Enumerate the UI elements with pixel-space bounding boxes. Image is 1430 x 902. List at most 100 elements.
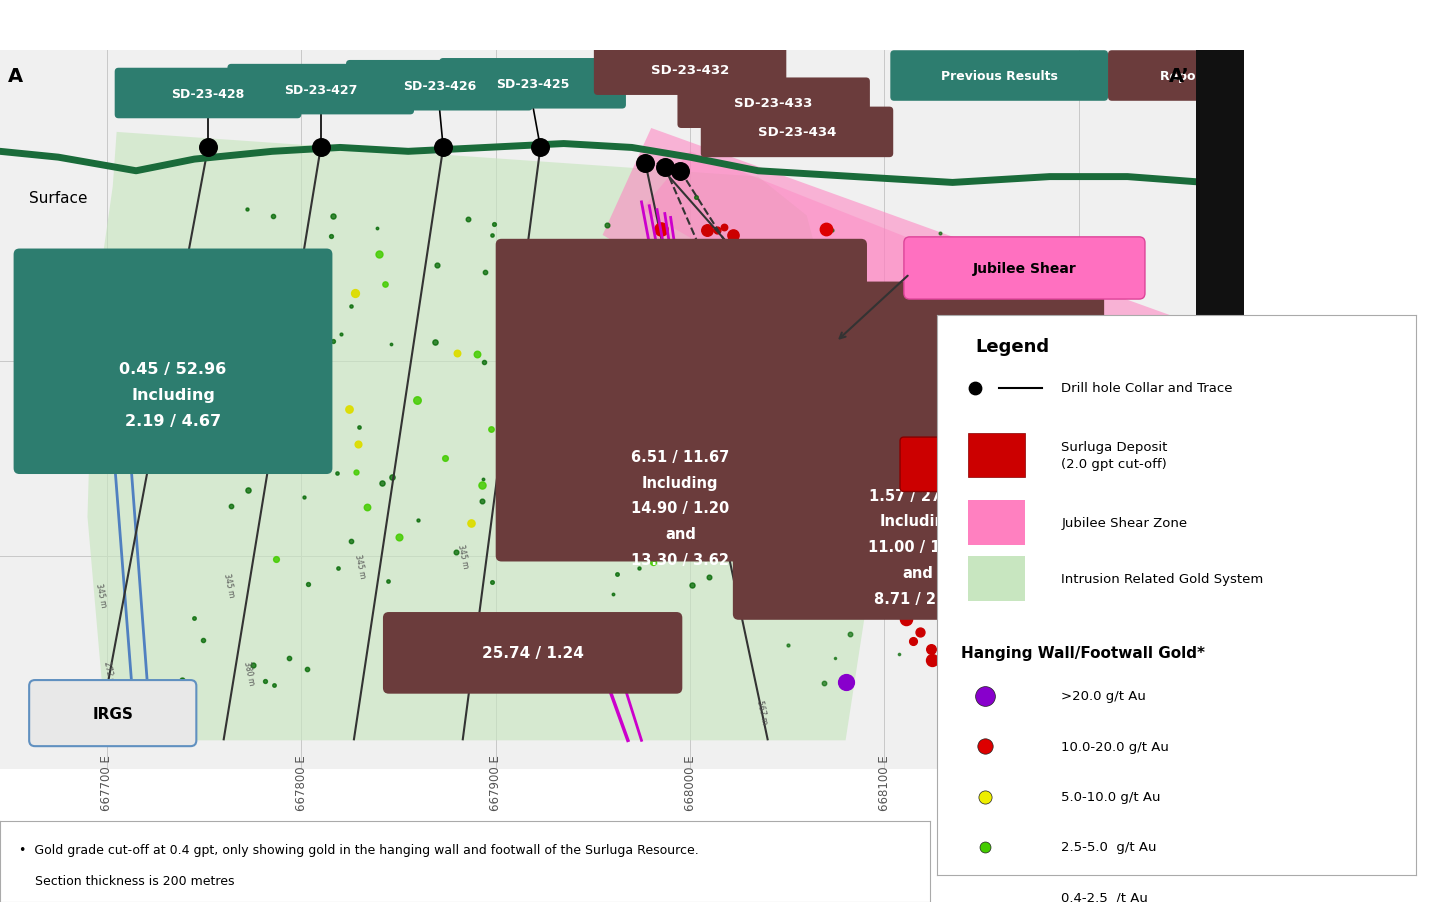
Point	[972, 789, 995, 804]
Point	[425, 259, 448, 273]
Point	[834, 471, 857, 485]
Point	[972, 840, 995, 854]
Point	[578, 454, 601, 468]
Point	[293, 491, 316, 505]
Point	[1118, 565, 1141, 579]
Point	[654, 161, 676, 175]
Point	[456, 212, 479, 226]
Point	[522, 490, 545, 504]
Point	[1107, 441, 1130, 456]
Text: SD-23-428: SD-23-428	[172, 87, 245, 100]
Point	[821, 224, 844, 238]
Text: 668200 E: 668200 E	[1072, 754, 1085, 810]
Point	[616, 431, 639, 446]
Point	[674, 251, 696, 265]
Point	[174, 449, 197, 464]
Point	[508, 670, 531, 685]
Polygon shape	[602, 129, 1244, 614]
Point	[785, 398, 808, 412]
Point	[728, 501, 751, 515]
Point	[598, 253, 621, 267]
Point	[648, 365, 671, 380]
Point	[479, 422, 502, 437]
Point	[566, 400, 589, 415]
Text: 380 m: 380 m	[242, 659, 256, 686]
Point	[877, 582, 899, 596]
Point	[972, 739, 995, 753]
Text: •  Gold grade cut-off at 0.4 gpt, only showing gold in the hanging wall and foot: • Gold grade cut-off at 0.4 gpt, only sh…	[19, 843, 698, 857]
Point	[628, 561, 651, 575]
Point	[480, 575, 503, 590]
FancyBboxPatch shape	[1108, 51, 1334, 102]
FancyBboxPatch shape	[14, 249, 332, 474]
Point	[855, 589, 878, 603]
Text: 345 m: 345 m	[94, 582, 109, 608]
Text: Section thickness is 200 metres: Section thickness is 200 metres	[19, 873, 235, 887]
Text: -100 m: -100 m	[1135, 355, 1181, 368]
Point	[797, 421, 819, 436]
Point	[808, 287, 831, 301]
Point	[330, 327, 353, 342]
Point	[202, 310, 225, 325]
Point	[817, 382, 839, 397]
Point	[784, 361, 807, 375]
Point	[631, 241, 654, 255]
Point	[605, 566, 628, 581]
FancyBboxPatch shape	[496, 240, 867, 562]
Polygon shape	[642, 152, 1244, 556]
Point	[622, 625, 645, 640]
Text: IRGS: IRGS	[93, 706, 133, 721]
Text: 567 m: 567 m	[755, 698, 769, 724]
Point	[368, 247, 390, 262]
Point	[526, 648, 549, 662]
Text: Legend: Legend	[975, 338, 1050, 356]
Point	[945, 560, 968, 575]
Point	[326, 561, 349, 575]
Point	[878, 428, 901, 443]
FancyBboxPatch shape	[383, 612, 682, 694]
Point	[386, 649, 409, 663]
Text: 25.74 / 1.24: 25.74 / 1.24	[482, 646, 583, 660]
Point	[591, 360, 613, 374]
Point	[721, 465, 744, 480]
Point	[635, 396, 658, 410]
Point	[698, 292, 721, 307]
Point	[263, 678, 286, 693]
Point	[685, 467, 708, 482]
Point	[814, 590, 837, 604]
Point	[909, 548, 932, 563]
Point	[776, 638, 799, 652]
Text: 345 m: 345 m	[353, 553, 366, 578]
Text: SD-23-426: SD-23-426	[403, 79, 476, 93]
Point	[842, 512, 865, 527]
Point	[347, 420, 370, 435]
Point	[879, 593, 902, 607]
Point	[433, 452, 456, 466]
Point	[844, 536, 867, 550]
Text: 345 m: 345 m	[456, 543, 469, 569]
Point	[470, 479, 493, 493]
Text: Surluga Deposit: Surluga Deposit	[954, 458, 1075, 471]
Point	[807, 424, 829, 438]
FancyBboxPatch shape	[904, 237, 1145, 299]
Point	[1014, 506, 1037, 520]
Point	[847, 469, 869, 483]
Point	[1031, 653, 1054, 667]
Point	[583, 389, 606, 403]
Text: Jubilee Shear Zone: Jubilee Shear Zone	[1061, 516, 1187, 529]
Point	[887, 586, 909, 601]
Point	[172, 385, 194, 400]
Text: 668100 E: 668100 E	[878, 754, 891, 810]
FancyBboxPatch shape	[701, 107, 894, 158]
Point	[669, 164, 692, 179]
Point	[834, 675, 857, 689]
Point	[945, 537, 968, 551]
Text: Surface: Surface	[29, 191, 87, 206]
Text: 272 m: 272 m	[102, 660, 116, 686]
Point	[901, 634, 924, 649]
Point	[712, 220, 735, 235]
Point	[722, 228, 745, 243]
Point	[529, 141, 552, 155]
Text: SD-23-427: SD-23-427	[285, 84, 358, 97]
Text: 667700 E: 667700 E	[100, 754, 113, 810]
